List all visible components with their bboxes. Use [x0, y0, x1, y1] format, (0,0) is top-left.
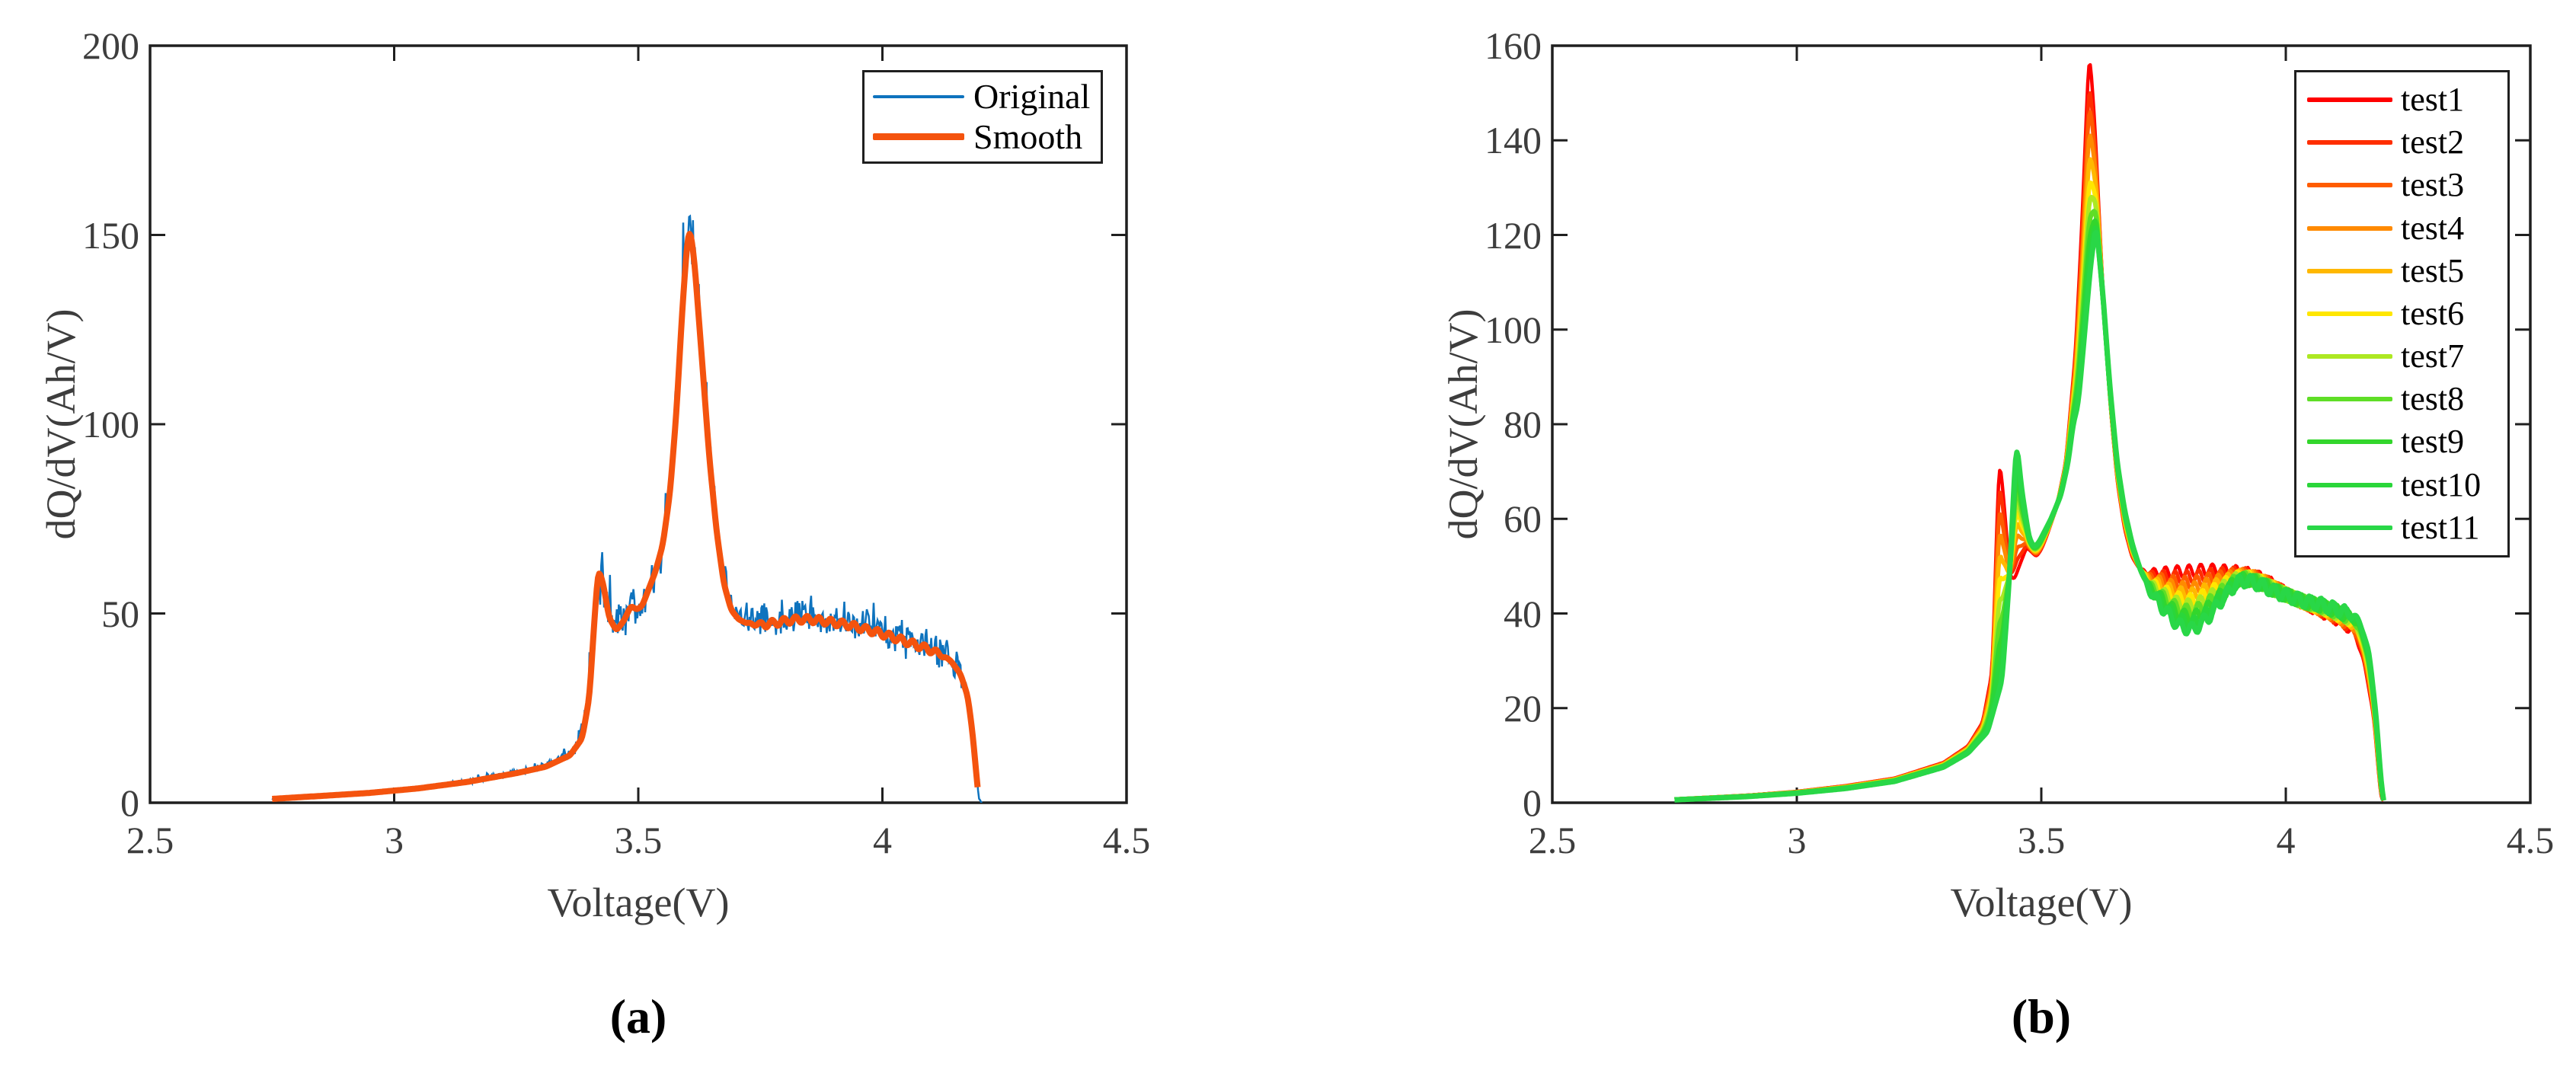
- y-tick-label: 50: [101, 592, 139, 635]
- series-test8-line: [1673, 209, 2386, 803]
- y-tick-label: 200: [82, 24, 139, 67]
- legend-line-swatch: [2307, 439, 2392, 445]
- x-axis-label: Voltage(V): [1950, 880, 2133, 925]
- series-test11-line: [1673, 229, 2386, 803]
- y-tick-label: 120: [1485, 213, 1542, 257]
- series-test3-line: [1673, 110, 2386, 802]
- y-tick-label: 100: [82, 403, 139, 446]
- legend-line-swatch: [873, 133, 964, 141]
- x-tick-label: 4.5: [2506, 819, 2555, 861]
- x-tick-label: 4: [873, 819, 892, 861]
- x-tick-label: 4.5: [1102, 819, 1151, 861]
- legend-line-swatch: [2307, 140, 2392, 145]
- series-test2-line: [1673, 91, 2386, 802]
- y-tick-label: 20: [1504, 686, 1542, 730]
- series-test4-line: [1673, 133, 2386, 802]
- series-test6-line: [1673, 180, 2386, 802]
- legend-entry: test11: [2307, 510, 2507, 545]
- x-tick-label: 3.5: [2017, 819, 2066, 861]
- legend-line-swatch: [873, 95, 964, 99]
- series-test10-line: [1673, 225, 2386, 803]
- legend-line-swatch: [2307, 311, 2392, 316]
- y-tick-label: 0: [1523, 781, 1542, 824]
- x-tick-label: 4: [2276, 819, 2296, 861]
- y-tick-label: 100: [1485, 308, 1542, 351]
- legend-entry: test7: [2307, 339, 2507, 374]
- x-tick-label: 2.5: [1528, 819, 1577, 861]
- legend-entry: test2: [2307, 125, 2507, 160]
- subplot-label-a: (a): [609, 989, 667, 1043]
- legend-entry-label: test1: [2401, 81, 2465, 119]
- legend-entry: test3: [2307, 168, 2507, 203]
- series-test1-line: [1673, 62, 2385, 802]
- legend-entry-label: test9: [2401, 423, 2465, 461]
- y-tick-label: 160: [1485, 24, 1542, 67]
- legend-line-swatch: [2307, 525, 2392, 530]
- legend-line-swatch: [2307, 397, 2392, 402]
- legend-entry-label: Smooth: [973, 117, 1083, 156]
- legend-entry: Smooth: [873, 117, 1101, 156]
- legend-entry-label: test10: [2401, 465, 2482, 503]
- legend-line-swatch: [2307, 354, 2392, 359]
- legend-entry-label: test11: [2401, 508, 2480, 546]
- legend-entry: Original: [873, 78, 1101, 115]
- legend-entry-label: test4: [2401, 209, 2465, 247]
- legend-entry: test8: [2307, 382, 2507, 417]
- subplot-label-b: (b): [2011, 989, 2072, 1043]
- legend-line-swatch: [2307, 97, 2392, 103]
- legend-chart-b: test1 test2 test3 test4 test5 test6 test7 test8…: [2294, 70, 2510, 557]
- legend-entry-label: test7: [2401, 337, 2465, 375]
- series-test7-line: [1673, 194, 2386, 802]
- legend-line-swatch: [2307, 482, 2392, 487]
- legend-entry-label: test2: [2401, 123, 2465, 161]
- y-tick-label: 150: [82, 213, 139, 257]
- legend-line-swatch: [2307, 225, 2392, 231]
- y-tick-label: 60: [1504, 497, 1542, 541]
- legend-chart-a: Original Smooth: [862, 70, 1103, 164]
- legend-entry: test10: [2307, 465, 2507, 503]
- legend-entry: test1: [2307, 82, 2507, 117]
- y-tick-label: 140: [1485, 119, 1542, 162]
- x-tick-label: 3: [385, 819, 404, 861]
- series-test9-line: [1673, 218, 2386, 803]
- x-tick-label: 3.5: [614, 819, 663, 861]
- series-test5-line: [1673, 157, 2386, 802]
- legend-line-swatch: [2307, 268, 2392, 273]
- series-original-line: [271, 214, 983, 803]
- legend-line-swatch: [2307, 183, 2392, 188]
- x-tick-label: 2.5: [126, 819, 174, 861]
- y-tick-label: 80: [1504, 403, 1542, 446]
- y-tick-label: 0: [120, 781, 139, 824]
- y-tick-label: 40: [1504, 592, 1542, 635]
- legend-entry: test4: [2307, 209, 2507, 247]
- legend-entry-label: test6: [2401, 294, 2465, 332]
- legend-entry: test5: [2307, 251, 2507, 289]
- x-tick-label: 3: [1787, 819, 1807, 861]
- legend-entry-label: test3: [2401, 166, 2465, 204]
- legend-entry: test9: [2307, 424, 2507, 459]
- x-axis-label: Voltage(V): [547, 880, 730, 925]
- legend-entry-label: Original: [973, 77, 1091, 117]
- legend-entry-label: test5: [2401, 251, 2465, 289]
- series-smooth-line: [270, 231, 981, 802]
- legend-entry-label: test8: [2401, 380, 2465, 418]
- legend-entry: test6: [2307, 296, 2507, 331]
